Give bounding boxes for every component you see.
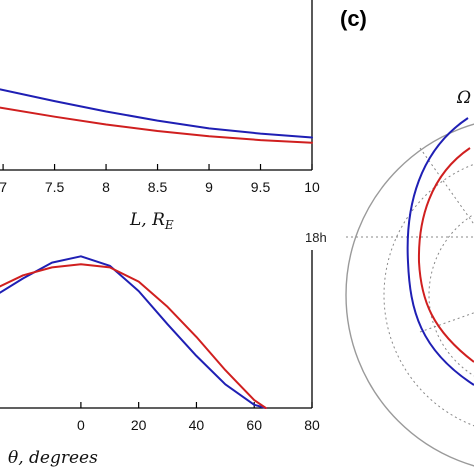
- chart-l-x-tick-label: 9: [205, 179, 213, 195]
- chart-theta-x-tick-label: 20: [131, 417, 147, 433]
- polar-outer-ring: [345, 123, 474, 467]
- chart-l-x-tick-label: 7.5: [45, 179, 65, 195]
- chart-l-x-tick-label: 10: [304, 179, 320, 195]
- polar-plot: (c) Ω 18h: [305, 6, 474, 467]
- panel-label-c: (c): [340, 6, 367, 31]
- chart-theta-x-tick-label: 60: [246, 417, 262, 433]
- chart-theta-series-line-2: [0, 263, 267, 409]
- polar-grid-radial-lower: [419, 312, 474, 333]
- chart-theta-shell: 0 20 40 60 80 θ, degrees: [0, 250, 320, 468]
- chart-l-series-line-2: [0, 106, 313, 144]
- chart-l-x-label: L, RE: [129, 210, 174, 232]
- chart-l-series-line-1: [0, 88, 313, 139]
- chart-theta-series: [0, 255, 267, 409]
- chart-theta-x-tick-label: 40: [189, 417, 205, 433]
- polar-grid-radial-upper: [419, 147, 474, 226]
- polar-grid-ring-inner: [428, 213, 474, 377]
- chart-theta-ticks: 0 20 40 60 80: [77, 402, 320, 433]
- chart-l-x-tick-label: 8: [102, 179, 110, 195]
- polar-grid-ring-outer: [383, 163, 474, 427]
- chart-l-x-tick-label: 7: [0, 179, 7, 195]
- chart-theta-series-line-1: [0, 255, 267, 409]
- chart-theta-x-label: θ, degrees: [8, 448, 98, 468]
- chart-l-ticks: 7 7.5 8 8.5 9 9.5 10: [0, 164, 320, 195]
- chart-l-series: [0, 88, 313, 144]
- polar-series-blue: [406, 117, 474, 386]
- chart-l-x-tick-label: 8.5: [148, 179, 168, 195]
- chart-l-x-tick-label: 9.5: [251, 179, 271, 195]
- polar-series-red: [417, 147, 474, 363]
- chart-theta-x-tick-label: 0: [77, 417, 85, 433]
- polar-title: Ω: [456, 88, 471, 108]
- polar-label-18h: 18h: [305, 230, 327, 245]
- chart-l-shell: 7 7.5 8 8.5 9 9.5 10 L, RE: [0, 0, 320, 232]
- chart-theta-x-tick-label: 80: [304, 417, 320, 433]
